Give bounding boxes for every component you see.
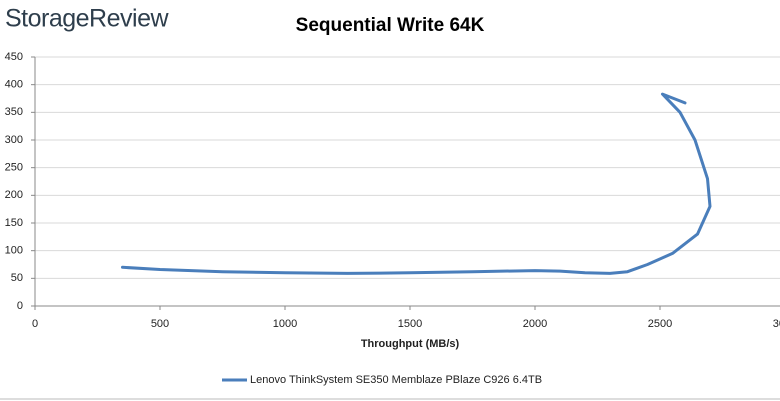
x-tick-label: 2500 [648, 318, 672, 330]
series-line [121, 92, 712, 275]
y-tick-label: 200 [5, 189, 23, 201]
x-tick-label: 0 [32, 318, 38, 330]
x-tick-label: 1000 [273, 318, 297, 330]
x-axis-title: Throughput (MB/s) [361, 338, 460, 350]
y-tick-label: 0 [17, 300, 23, 312]
y-tick-label: 150 [5, 217, 23, 229]
x-tick-label: 3000 [773, 318, 780, 330]
chart-title: Sequential Write 64K [296, 15, 485, 36]
y-tick-label: 100 [5, 245, 23, 257]
y-tick-label: 250 [5, 162, 23, 174]
y-tick-label: 400 [5, 79, 23, 91]
y-tick-label: 450 [5, 51, 23, 63]
logo: StorageReview [5, 5, 169, 33]
y-tick-label: 350 [5, 106, 23, 118]
x-tick-label: 2000 [523, 318, 547, 330]
y-tick-label: 50 [11, 272, 23, 284]
legend-label: Lenovo ThinkSystem SE350 Memblaze PBlaze… [250, 374, 542, 386]
x-tick-label: 500 [151, 318, 169, 330]
x-tick-label: 1500 [398, 318, 422, 330]
y-tick-label: 300 [5, 134, 23, 146]
